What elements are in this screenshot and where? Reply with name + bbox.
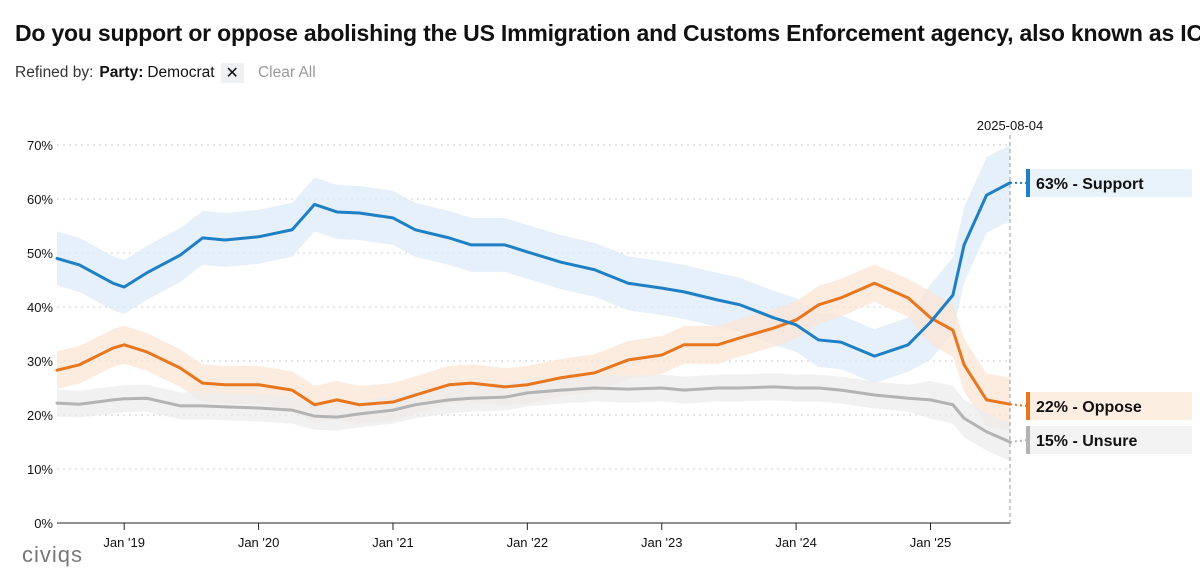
oppose-end-label: 22% - Oppose xyxy=(1036,399,1142,416)
civiqs-logo: civiqs xyxy=(22,542,83,568)
unsure-label-bar xyxy=(1026,426,1030,454)
y-tick-label: 20% xyxy=(27,408,53,423)
x-tick-label: Jan '24 xyxy=(775,535,817,550)
current-date-label: 2025-08-04 xyxy=(977,118,1044,133)
unsure-leader xyxy=(1010,440,1027,442)
y-tick-label: 30% xyxy=(27,354,53,369)
y-tick-label: 10% xyxy=(27,462,53,477)
y-tick-label: 40% xyxy=(27,300,53,315)
support-label-bar xyxy=(1026,169,1030,197)
support-end-label: 63% - Support xyxy=(1036,176,1144,193)
oppose-label-bar xyxy=(1026,392,1030,420)
x-tick-label: Jan '23 xyxy=(641,535,683,550)
support-confidence-band xyxy=(57,145,1010,383)
y-tick-label: 50% xyxy=(27,246,53,261)
y-tick-label: 60% xyxy=(27,192,53,207)
x-tick-label: Jan '20 xyxy=(238,535,280,550)
y-tick-label: 70% xyxy=(27,138,53,153)
oppose-leader xyxy=(1010,404,1027,406)
x-tick-label: Jan '22 xyxy=(507,535,549,550)
unsure-end-label: 15% - Unsure xyxy=(1036,433,1137,450)
x-tick-label: Jan '25 xyxy=(910,535,952,550)
x-tick-label: Jan '21 xyxy=(372,535,414,550)
y-tick-label: 0% xyxy=(34,516,53,531)
x-tick-label: Jan '19 xyxy=(103,535,145,550)
